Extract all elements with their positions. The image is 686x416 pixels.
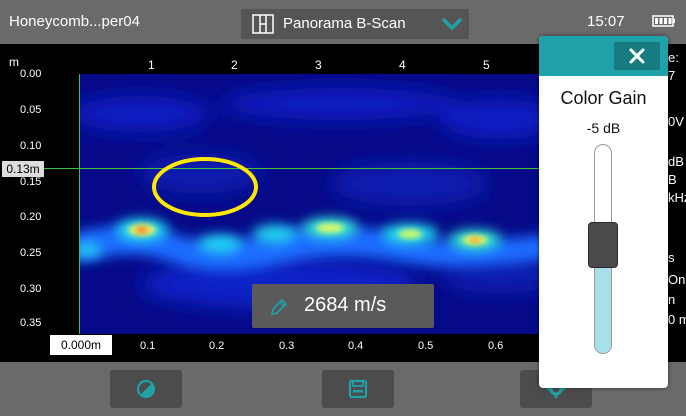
x-bottom-tick: 0.1 [140, 340, 156, 352]
annotation-ellipse [152, 157, 258, 217]
x-bottom-tick: 0.3 [279, 340, 295, 352]
y-tick: 0.25 [20, 247, 42, 259]
y-tick: 0.00 [20, 68, 42, 80]
top-bar: Honeycomb...per04 Panorama B-Scan 15:07 [0, 0, 686, 44]
y-tick: 0.05 [20, 104, 42, 116]
velocity-value: 2684 m/s [304, 294, 387, 316]
contrast-icon [136, 379, 156, 399]
x-top-tick: 1 [148, 58, 155, 72]
file-name[interactable]: Honeycomb...per04 [9, 13, 140, 30]
contrast-button[interactable] [110, 370, 182, 408]
position-cursor-line[interactable] [79, 74, 80, 334]
depth-cursor-line[interactable] [44, 168, 540, 169]
color-gain-slider-fill [595, 244, 611, 353]
save-button[interactable] [322, 370, 394, 408]
x-top-tick: 4 [399, 58, 406, 72]
chevron-down-icon [442, 18, 462, 31]
color-gain-slider-thumb[interactable] [588, 221, 618, 268]
x-bottom-tick: 0.2 [209, 340, 225, 352]
color-gain-header [539, 36, 668, 76]
x-bottom-tick: 0.4 [348, 340, 364, 352]
info-fragment: kHz [668, 190, 686, 205]
color-gain-title: Color Gain [560, 88, 647, 108]
info-fragment: s [668, 250, 675, 265]
save-icon [348, 379, 368, 399]
y-tick: 0.20 [20, 211, 42, 223]
x-bottom-tick: 0.6 [488, 340, 504, 352]
pencil-icon [271, 299, 287, 315]
y-tick: 0.10 [20, 140, 42, 152]
info-fragment: 7 [668, 68, 676, 83]
x-top-tick: 2 [231, 58, 238, 72]
split-view-icon [252, 14, 274, 34]
info-fragment: e: [668, 50, 679, 65]
battery-icon [652, 15, 675, 27]
y-tick: 0.30 [20, 283, 42, 295]
mode-label: Panorama B-Scan [283, 15, 406, 32]
info-fragment: n [668, 292, 676, 307]
info-fragment: 0V [668, 114, 684, 129]
y-tick: 0.15 [20, 176, 42, 188]
info-fragment: 0 m [668, 312, 686, 327]
x-top-tick: 3 [315, 58, 322, 72]
origin-label: 0.000m [50, 335, 112, 355]
velocity-display[interactable]: 2684 m/s [252, 284, 434, 328]
info-fragment: On [668, 272, 686, 287]
x-top-tick: 5 [483, 58, 490, 72]
clock: 15:07 [587, 13, 625, 30]
info-fragment: B [668, 172, 677, 187]
mode-select[interactable]: Panorama B-Scan [241, 9, 469, 39]
depth-cursor-label[interactable]: 0.13m [2, 161, 44, 177]
close-button[interactable] [614, 42, 660, 70]
x-bottom-tick: 0.5 [418, 340, 434, 352]
color-gain-value: -5 dB [586, 120, 621, 136]
depth-unit: m [9, 55, 19, 69]
info-fragment: dB [668, 154, 684, 169]
color-gain-panel: Color Gain -5 dB [539, 36, 668, 388]
y-tick: 0.35 [20, 317, 42, 329]
close-icon [629, 48, 645, 64]
info-panel: e: 7 0V dB B kHz s On n 0 m [668, 44, 686, 362]
